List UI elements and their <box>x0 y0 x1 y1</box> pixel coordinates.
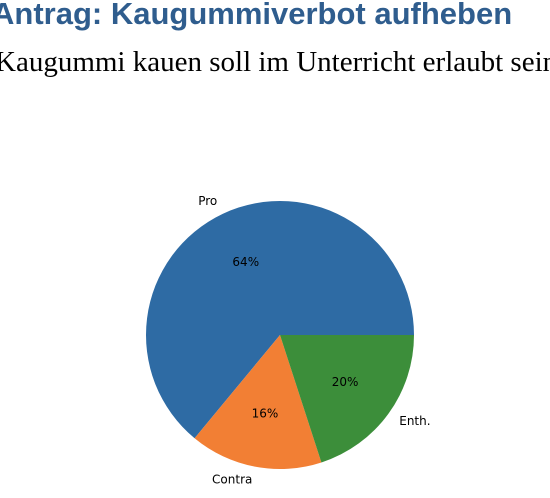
slide-title: Antrag: Kaugummiverbot aufheben <box>0 0 513 31</box>
pie-slice <box>280 335 414 463</box>
data-label: 20% <box>332 375 359 389</box>
pie-slice <box>194 335 322 469</box>
data-label: 16% <box>252 406 279 420</box>
slice-label: Pro <box>198 194 217 208</box>
slice-label: Contra <box>212 472 252 486</box>
slice-label: Enth. <box>399 414 430 428</box>
pie-slice <box>146 200 414 439</box>
data-label: 64% <box>232 255 259 269</box>
slide-subtitle: Kaugummi kauen soll im Unterricht erlaub… <box>0 46 550 78</box>
